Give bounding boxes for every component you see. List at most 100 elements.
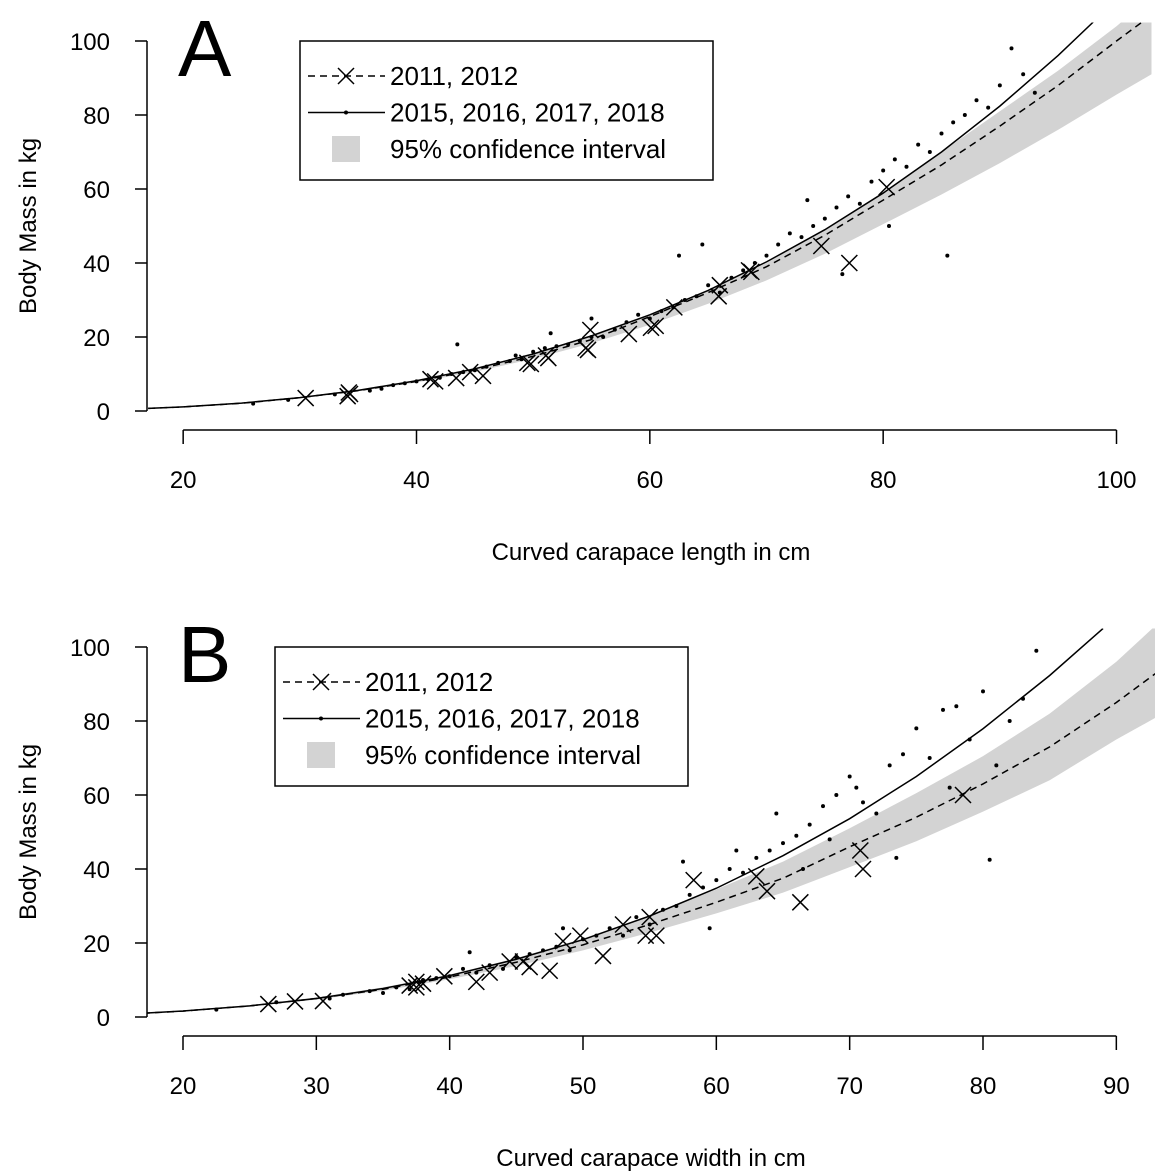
- dot: [881, 168, 886, 173]
- dot: [612, 327, 617, 332]
- dot: [947, 785, 952, 790]
- dot: [214, 1007, 219, 1012]
- dot: [887, 763, 892, 768]
- x-tick-label: 50: [570, 1073, 597, 1100]
- dot: [647, 316, 652, 321]
- dot: [367, 989, 372, 994]
- dot: [821, 804, 825, 809]
- x-marker: [414, 975, 432, 993]
- x-marker: [614, 915, 632, 934]
- dot: [834, 793, 839, 797]
- dot: [402, 381, 407, 386]
- dot: [764, 253, 769, 258]
- legend-swatch: [332, 136, 360, 162]
- fit-line: [148, 22, 1143, 410]
- x-marker: [854, 860, 872, 878]
- dot: [741, 870, 745, 875]
- dot: [840, 272, 845, 277]
- dot: [554, 944, 559, 949]
- dot: [717, 290, 722, 295]
- dot: [987, 857, 992, 862]
- y-tick-label: 0: [97, 399, 110, 426]
- x-marker: [954, 786, 972, 804]
- legend-label: 95% confidence interval: [365, 740, 641, 770]
- fit-line: [148, 22, 1094, 410]
- dot: [251, 401, 256, 406]
- dot: [1034, 648, 1039, 653]
- x-marker: [286, 992, 304, 1010]
- dot: [827, 837, 832, 842]
- legend-marker: [344, 110, 348, 115]
- dot: [581, 937, 585, 942]
- dot: [894, 855, 899, 860]
- dot: [461, 966, 465, 971]
- legend-box: [299, 40, 714, 181]
- y-tick-label: 40: [83, 857, 110, 884]
- legend-label: 2015, 2016, 2017, 2018: [365, 704, 640, 734]
- dot: [341, 992, 345, 997]
- dot: [986, 105, 991, 110]
- dot: [997, 83, 1002, 88]
- legend-label: 2011, 2012: [365, 667, 493, 697]
- confidence-band: [147, 628, 1155, 1014]
- dot: [496, 360, 501, 365]
- dot: [1009, 46, 1014, 51]
- dot: [437, 375, 442, 380]
- legend-marker: [337, 67, 355, 85]
- dot: [822, 216, 827, 221]
- dot: [981, 689, 985, 694]
- dot: [367, 388, 372, 393]
- dot: [671, 305, 676, 310]
- dot: [274, 1000, 279, 1005]
- dot: [807, 822, 812, 827]
- dot: [542, 346, 547, 351]
- dot: [647, 922, 652, 927]
- x-marker: [840, 254, 858, 272]
- legend-box: [274, 646, 689, 787]
- legend-marker: [312, 673, 330, 691]
- x-marker: [647, 317, 665, 335]
- legend-swatch: [307, 742, 335, 768]
- dot: [381, 990, 385, 995]
- dot: [501, 966, 505, 971]
- x-tick-label: 40: [403, 467, 430, 494]
- dot: [787, 231, 792, 236]
- y-tick-label: 80: [83, 103, 110, 130]
- x-marker: [514, 952, 532, 971]
- dot: [567, 948, 572, 953]
- dot: [994, 763, 999, 768]
- x-marker: [297, 389, 315, 407]
- legend-label: 2015, 2016, 2017, 2018: [390, 98, 665, 128]
- dot: [799, 235, 804, 240]
- x-marker: [812, 237, 830, 255]
- dot: [677, 253, 681, 258]
- dot: [577, 338, 582, 343]
- dot: [661, 907, 665, 912]
- dot: [472, 368, 477, 373]
- dot: [706, 283, 711, 288]
- x-marker: [711, 276, 729, 294]
- dot: [901, 752, 905, 757]
- x-marker: [581, 321, 599, 339]
- y-tick-label: 20: [83, 931, 110, 958]
- plot-area: [147, 628, 1155, 1014]
- dot: [548, 331, 553, 336]
- dot: [426, 377, 431, 382]
- y-tick-label: 60: [83, 783, 110, 810]
- x-tick-label: 30: [303, 1073, 330, 1100]
- x-tick-label: 90: [1103, 1073, 1130, 1100]
- dot: [607, 926, 612, 931]
- x-marker: [259, 995, 277, 1013]
- dot: [394, 985, 399, 990]
- x-marker: [620, 325, 638, 343]
- x-marker: [758, 882, 776, 900]
- dot: [857, 201, 862, 206]
- x-marker: [407, 973, 425, 991]
- y-tick-label: 0: [97, 1005, 110, 1032]
- dot: [332, 392, 337, 397]
- x-marker: [501, 952, 519, 971]
- dot: [741, 268, 746, 273]
- dot: [327, 996, 332, 1001]
- x-marker: [461, 363, 479, 381]
- dot: [954, 704, 959, 709]
